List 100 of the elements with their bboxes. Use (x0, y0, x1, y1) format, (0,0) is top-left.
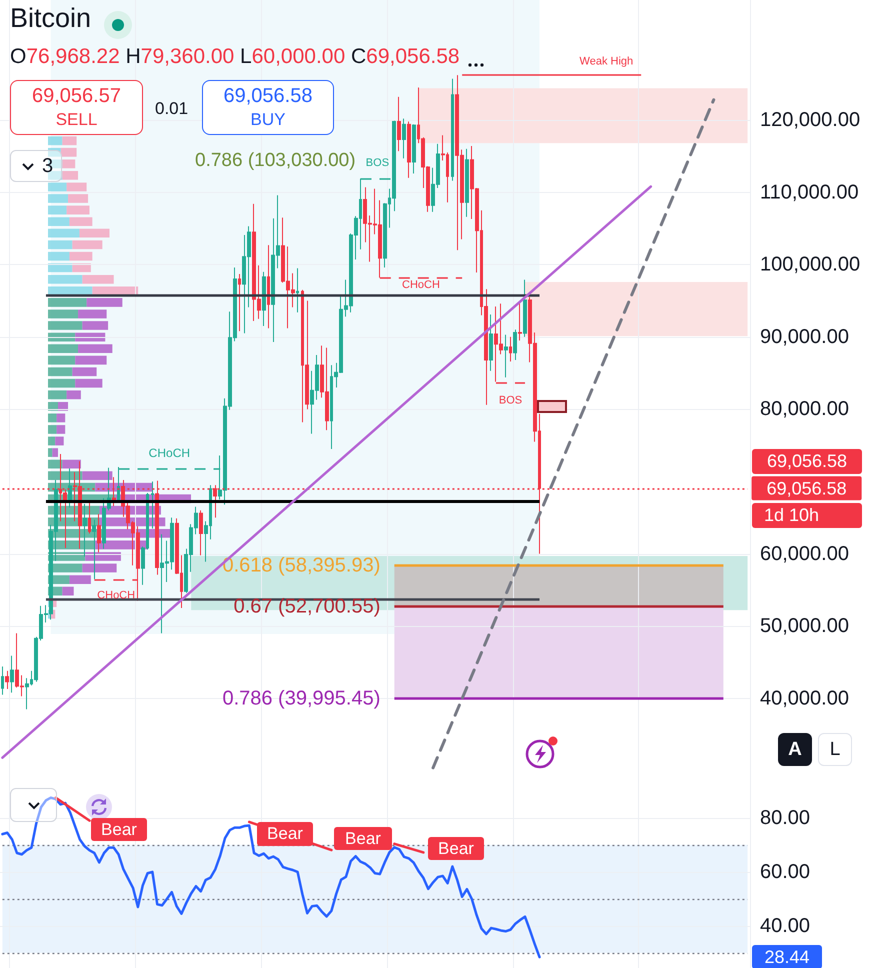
bar (56, 425, 66, 434)
ref-line-label: CHoCH (148, 446, 190, 460)
bar (48, 228, 80, 238)
candlestick (513, 329, 517, 361)
bar (68, 194, 88, 203)
bar (62, 136, 77, 146)
y-tick-label: 60.00 (760, 860, 810, 883)
ref-line-label: 69,056.58 (766, 478, 847, 498)
annotation: 69,056.58 (222, 85, 314, 108)
ref-line-label: 0.618 (58,395.93) (222, 554, 380, 576)
candlestick (412, 124, 416, 174)
bar (48, 206, 67, 214)
y-tick-label: 100,000.00 (760, 254, 860, 276)
candlestick (238, 273, 241, 332)
candlestick (489, 314, 493, 372)
bar (82, 321, 108, 330)
candlestick (97, 514, 101, 553)
y-tick-label: 80,000.00 (760, 398, 849, 420)
bar (48, 240, 72, 250)
bar (48, 332, 76, 342)
y-tick-label: 110,000.00 (760, 181, 859, 204)
bar (72, 240, 102, 250)
bar (48, 148, 61, 157)
bar (48, 298, 87, 307)
bar (75, 356, 107, 365)
bar (48, 436, 56, 446)
bar (48, 182, 67, 192)
y-tick-label: 90,000.00 (760, 326, 849, 348)
y-tick-label: 40.00 (760, 914, 810, 937)
y-tick-label: 60,000.00 (760, 542, 849, 565)
bar (62, 159, 76, 168)
bar (48, 136, 62, 146)
candlestick (199, 510, 203, 556)
bar (66, 206, 90, 214)
bar (78, 344, 112, 354)
bar (62, 171, 78, 180)
text: L (828, 739, 842, 761)
bar (48, 274, 82, 284)
line-series (1, 796, 541, 958)
candlestick (88, 501, 91, 534)
bar (69, 575, 91, 584)
y-tick-label: 50,000.00 (760, 615, 849, 638)
bar (48, 448, 52, 457)
bar (48, 367, 72, 376)
candlestick (83, 503, 87, 558)
bar (48, 378, 76, 388)
candlestick (10, 655, 14, 694)
bar (48, 171, 62, 180)
text: A (787, 739, 803, 761)
bar (48, 310, 78, 318)
candlestick (402, 118, 406, 159)
text: 69,056.58 (752, 449, 862, 474)
ref-line-label: CHoCH (97, 589, 136, 602)
bar (48, 252, 70, 261)
bar (79, 228, 110, 238)
ref-line-label: Weak High (580, 56, 634, 68)
bar (62, 460, 81, 468)
ref-line-label: CHoCH (402, 279, 440, 292)
chart-title: Bitcoin (10, 3, 92, 34)
bar (48, 194, 68, 203)
bar (48, 414, 57, 422)
bar (62, 586, 74, 596)
bar (69, 252, 92, 261)
ref-line-label: 0.786 (39,995.45) (222, 687, 380, 710)
annotation: Bear (91, 818, 147, 841)
bar (48, 564, 82, 572)
bar (66, 390, 81, 400)
candlestick (151, 480, 154, 529)
candlestick (509, 336, 512, 362)
text: 28.44 (752, 945, 822, 968)
candlestick (397, 96, 401, 152)
annotation: 0.01 (155, 99, 188, 119)
candlestick (92, 519, 96, 580)
candlestick (296, 268, 299, 313)
annotation: Bear (334, 827, 392, 850)
bar (75, 378, 102, 388)
candlestick (518, 302, 522, 342)
candlestick (5, 670, 9, 690)
bar (48, 390, 67, 400)
candlestick (523, 279, 527, 338)
bar (48, 344, 78, 354)
candlestick (451, 78, 454, 182)
bar (75, 332, 106, 342)
annotation: 3 (42, 155, 54, 178)
bar (58, 402, 68, 411)
annotation: BUY (250, 110, 286, 130)
bar (60, 148, 77, 157)
candlestick (267, 244, 270, 329)
bar (48, 356, 76, 365)
ref-line-label: BOS (498, 394, 522, 407)
annotation: 0.786 (103,030.00) (195, 150, 356, 172)
bar (55, 436, 64, 446)
candlestick (1, 666, 4, 696)
ref-line-label: BOS (366, 157, 390, 170)
y-tick-label: 40,000.00 (760, 687, 849, 710)
candlestick (68, 468, 72, 508)
y-tick-label: 120,000.00 (760, 109, 860, 132)
bar (72, 367, 97, 376)
bar (66, 182, 87, 192)
text: O76,968.22 H79,360.00 L60,000.00 C69,056.58 (10, 45, 460, 68)
